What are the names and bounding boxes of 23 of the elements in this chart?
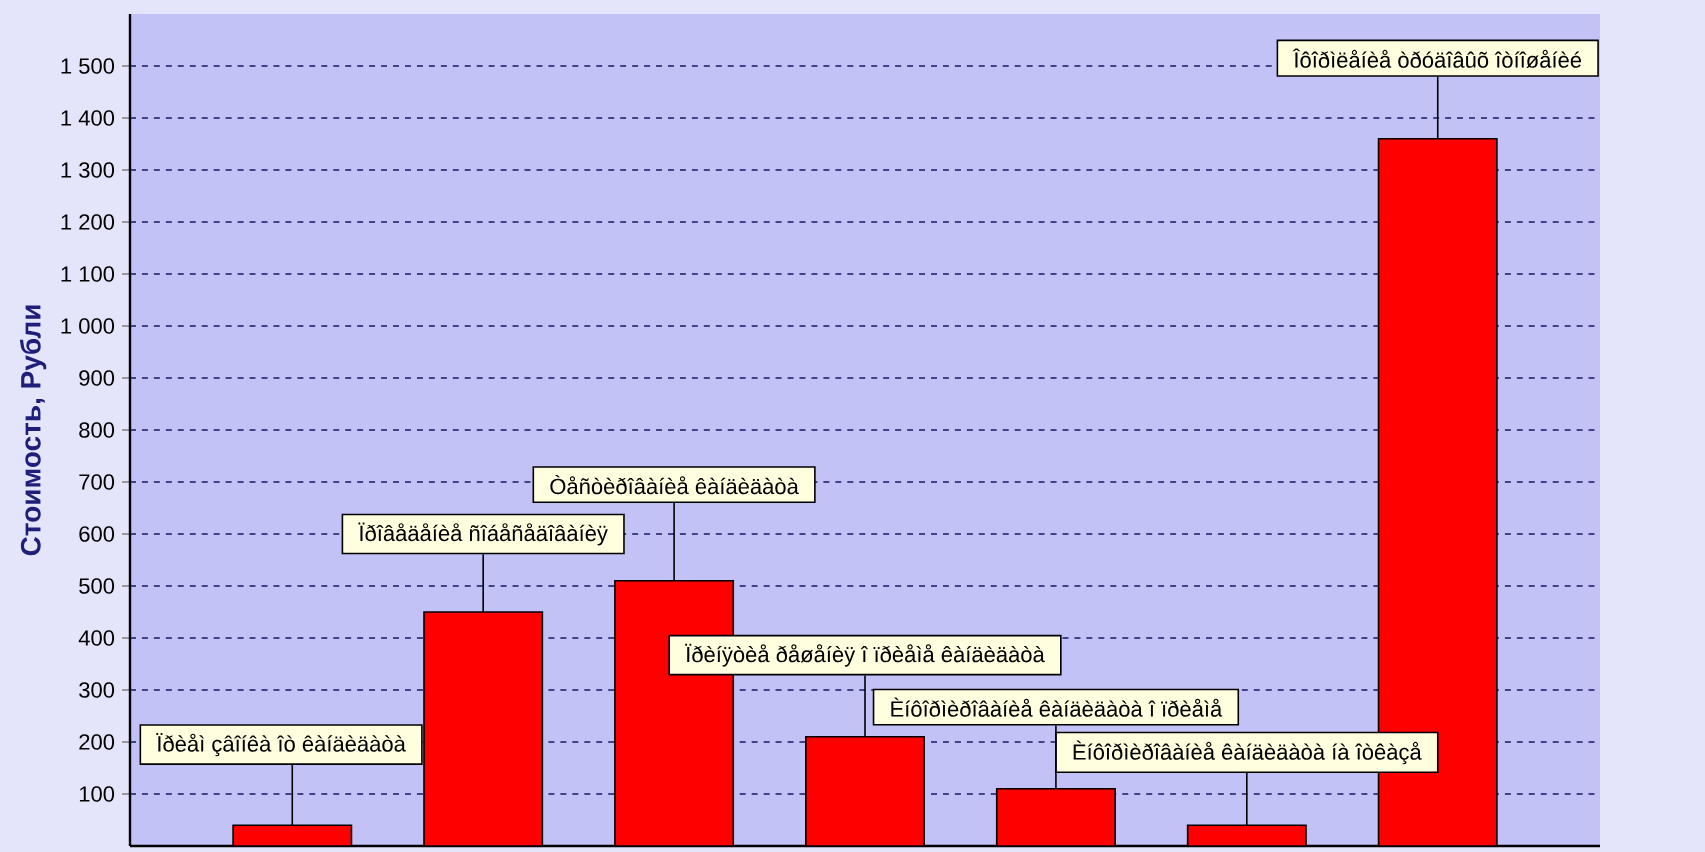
x-tick-label: Îôîðìëåíèå òðóäîâûõ îòíîøåíèé [1292,48,1582,69]
y-tick-label: 1 200 [61,214,115,230]
y-tick-label: 500 [79,578,115,594]
y-tick-label: 1 000 [61,318,115,334]
x-tick-label: Ïðèíÿòèå ðåøåíèÿ î ïðèåìå êàíäèäàòà [685,643,1045,667]
x-tick-label: Èíôîðìèðîâàíèå êàíäèäàòà íà îòêàçå [1073,740,1422,765]
y-tick-label: 600 [79,526,115,542]
y-tick-label: 200 [79,734,115,750]
y-axis-title: Стоимость, Рубли [19,305,47,556]
y-tick-label: 1 100 [61,266,115,282]
x-tick-label: Ïðèåì çâîíêà îò êàíäèäàòà [156,733,406,757]
y-tick-label: 800 [79,422,115,438]
x-tick-label: Òåñòèðîâàíèå êàíäèäàòà [550,474,799,495]
y-tick-label: 100 [79,786,115,802]
x-tick-label: Ïðîâåäåíèå ñîáåñåäîâàíèÿ [358,522,608,546]
x-tick-label: Èíôîðìèðîâàíèå êàíäèäàòà î ïðèåìå [891,697,1223,717]
y-tick-label: 900 [79,370,115,386]
y-tick-label: 700 [79,474,115,490]
y-tick-label: 300 [79,682,115,698]
y-tick-label: 400 [78,630,115,646]
y-tick-label: 1 400 [61,110,115,126]
y-tick-label: 1 500 [61,58,115,74]
y-tick-label: 1 300 [61,162,115,178]
